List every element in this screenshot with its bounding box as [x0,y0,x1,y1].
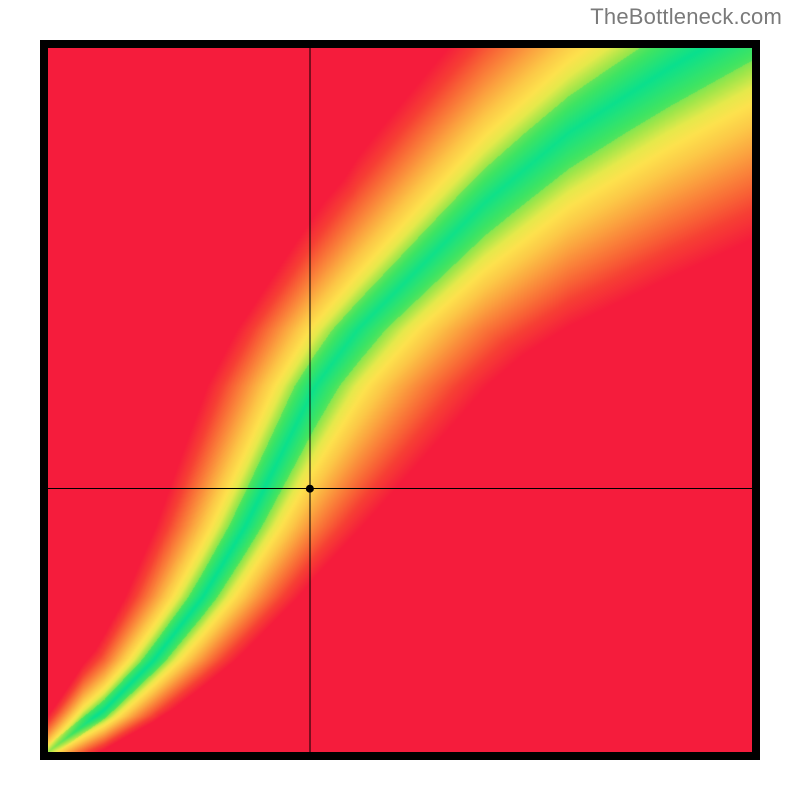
attribution-text: TheBottleneck.com [590,4,782,30]
chart-outer-frame [40,40,760,760]
heatmap-panel [48,48,752,752]
heatmap-canvas [48,48,752,752]
